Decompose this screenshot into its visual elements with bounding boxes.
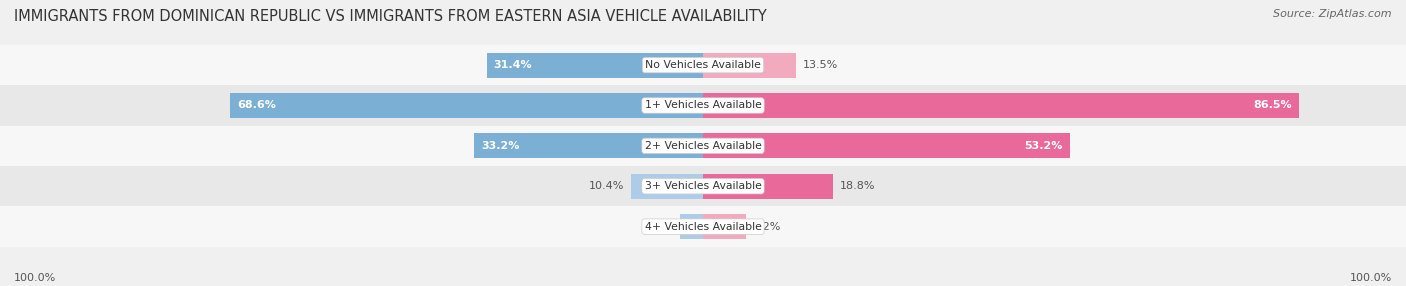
Bar: [231, 93, 703, 118]
Bar: [703, 53, 796, 78]
Text: 2+ Vehicles Available: 2+ Vehicles Available: [644, 141, 762, 151]
Bar: [0, 45, 1406, 85]
Text: 86.5%: 86.5%: [1254, 100, 1292, 110]
Text: 18.8%: 18.8%: [839, 181, 875, 191]
Text: Source: ZipAtlas.com: Source: ZipAtlas.com: [1274, 9, 1392, 19]
Text: IMMIGRANTS FROM DOMINICAN REPUBLIC VS IMMIGRANTS FROM EASTERN ASIA VEHICLE AVAIL: IMMIGRANTS FROM DOMINICAN REPUBLIC VS IM…: [14, 9, 766, 23]
Bar: [0, 166, 1406, 206]
Text: 6.2%: 6.2%: [752, 222, 780, 232]
Text: 100.0%: 100.0%: [1350, 273, 1392, 283]
Bar: [0, 85, 1406, 126]
Bar: [0, 126, 1406, 166]
Text: 31.4%: 31.4%: [494, 60, 531, 70]
Text: 13.5%: 13.5%: [803, 60, 838, 70]
Bar: [631, 174, 703, 199]
Text: 3+ Vehicles Available: 3+ Vehicles Available: [644, 181, 762, 191]
Bar: [703, 93, 1299, 118]
Text: 53.2%: 53.2%: [1025, 141, 1063, 151]
Bar: [703, 133, 1070, 158]
Bar: [703, 174, 832, 199]
Bar: [681, 214, 703, 239]
Text: 68.6%: 68.6%: [238, 100, 276, 110]
Text: 3.3%: 3.3%: [645, 222, 673, 232]
Text: 1+ Vehicles Available: 1+ Vehicles Available: [644, 100, 762, 110]
Text: 33.2%: 33.2%: [481, 141, 519, 151]
Bar: [0, 206, 1406, 247]
Bar: [486, 53, 703, 78]
Text: 10.4%: 10.4%: [589, 181, 624, 191]
Text: No Vehicles Available: No Vehicles Available: [645, 60, 761, 70]
Bar: [474, 133, 703, 158]
Text: 4+ Vehicles Available: 4+ Vehicles Available: [644, 222, 762, 232]
Bar: [703, 214, 745, 239]
Text: 100.0%: 100.0%: [14, 273, 56, 283]
